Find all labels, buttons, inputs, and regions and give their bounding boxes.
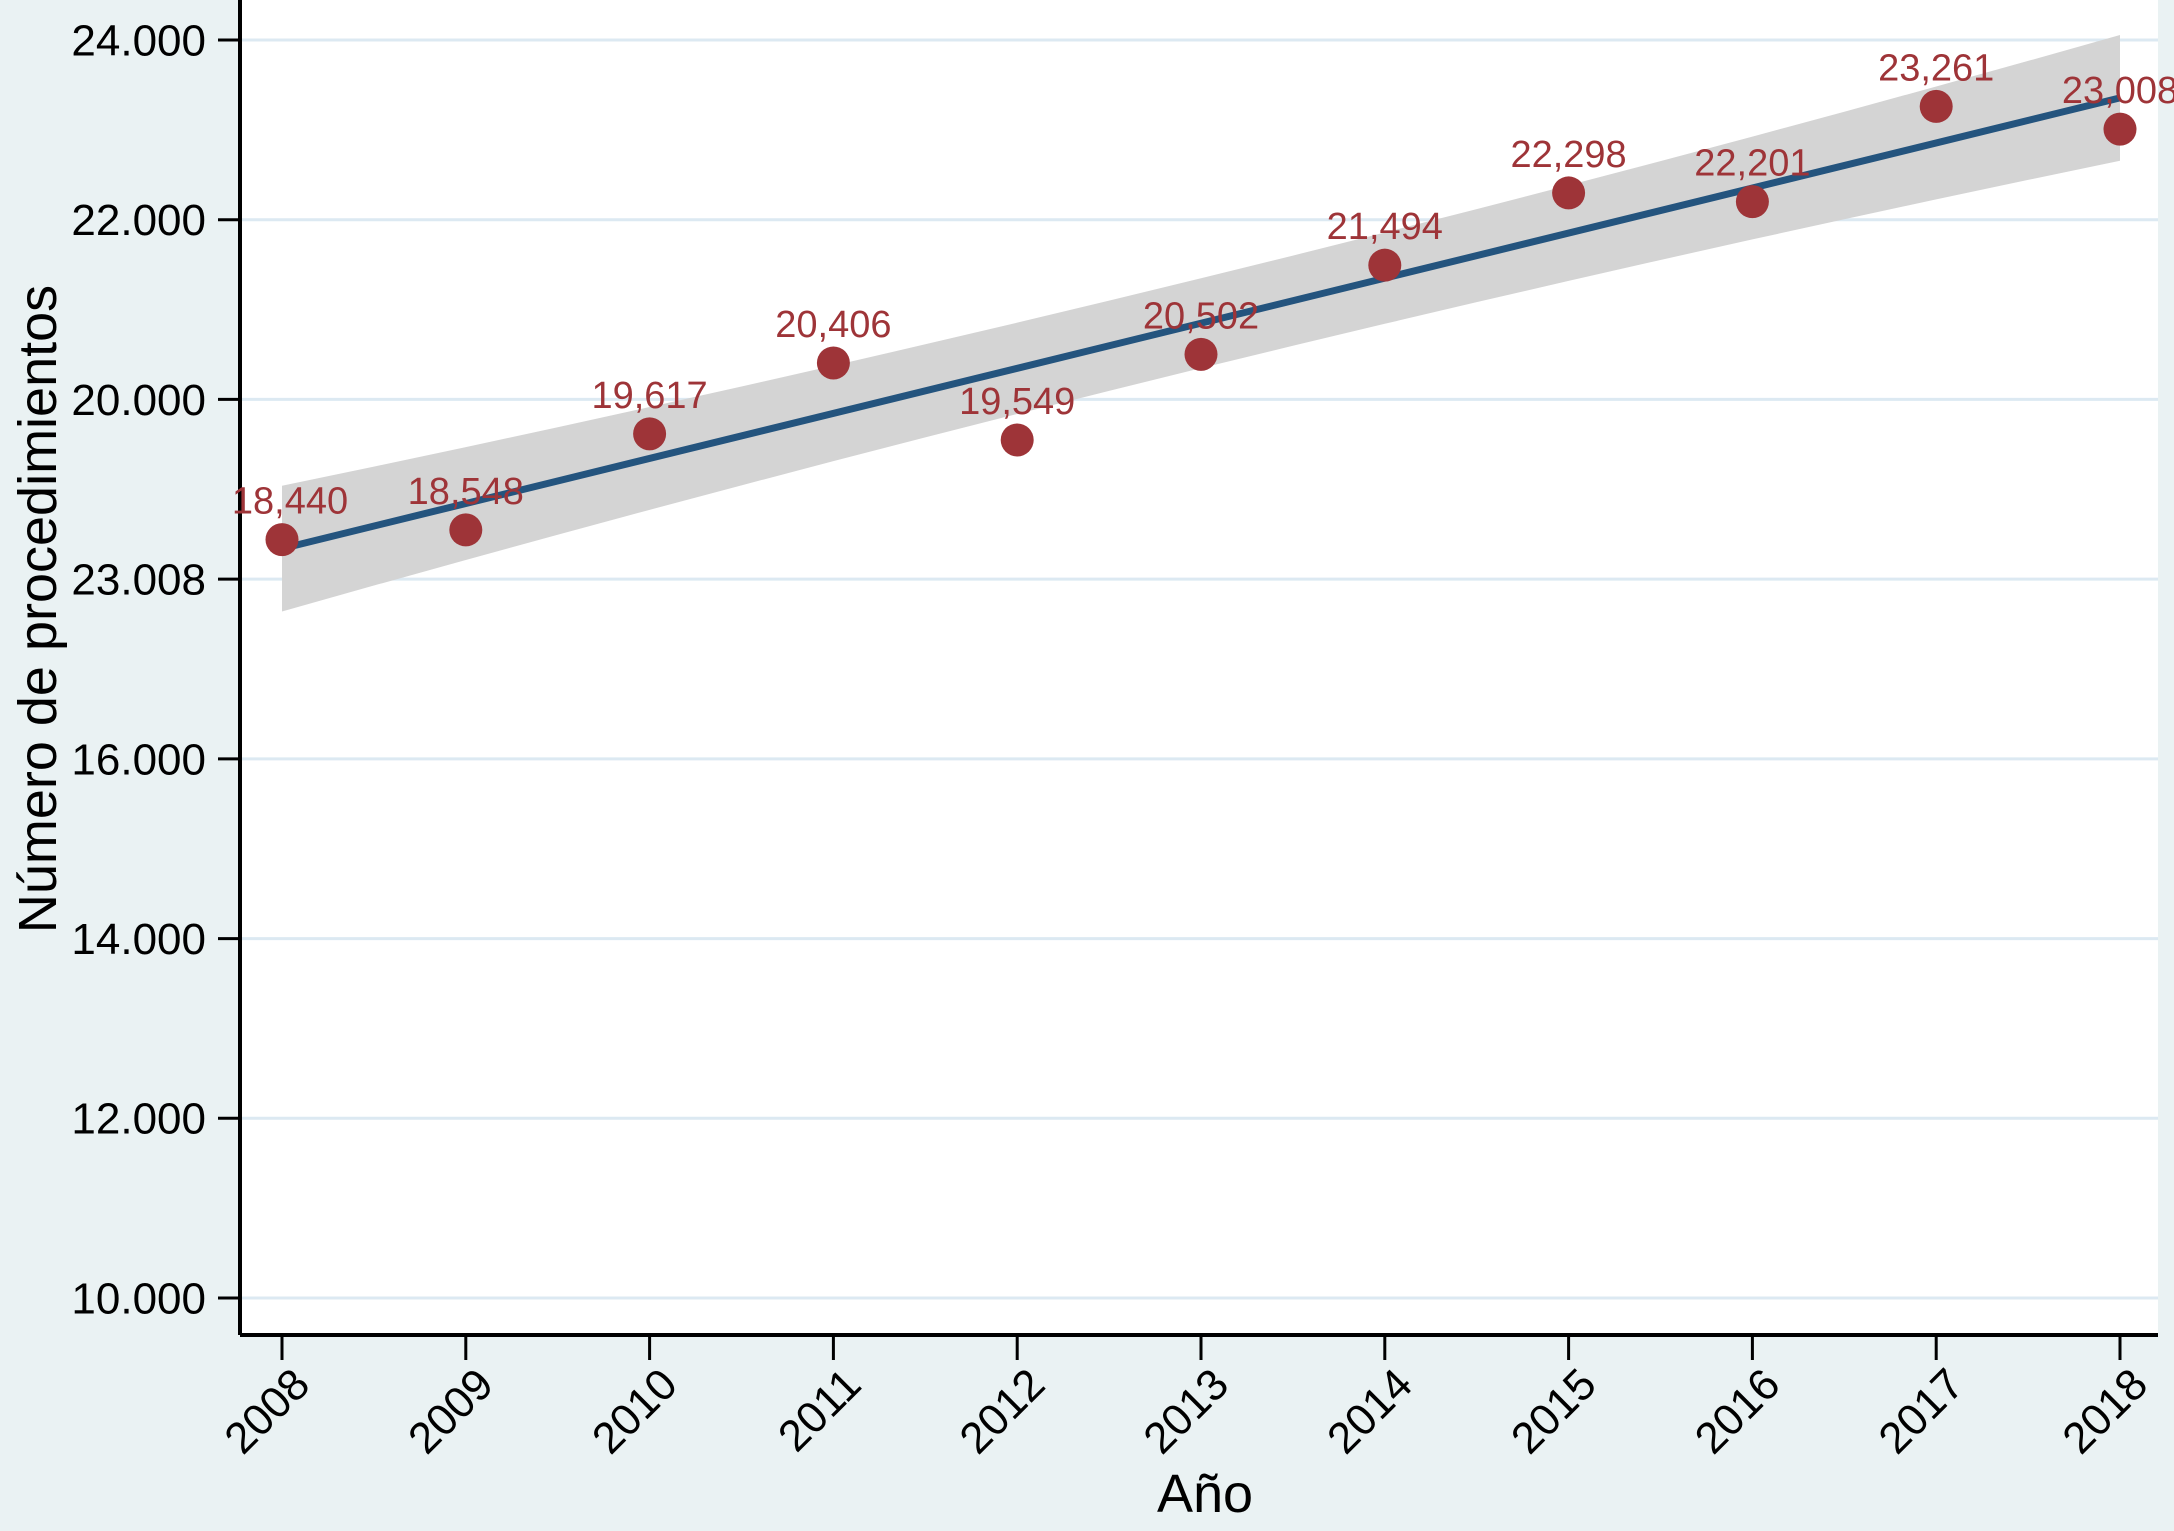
y-axis-title: Número de procedimientos [8, 284, 68, 934]
data-point-2009 [449, 513, 483, 547]
x-tick-label: 2008 [215, 1359, 319, 1463]
y-tick-label: 22.000 [71, 196, 206, 245]
y-tick-label: 16.000 [71, 735, 206, 784]
x-axis-title: Año [1156, 1464, 1254, 1524]
x-tick-label: 2016 [1686, 1359, 1790, 1463]
data-point-2013 [1184, 337, 1218, 371]
x-tick-label: 2015 [1502, 1359, 1606, 1463]
data-point-2011 [816, 346, 850, 380]
plot-area [240, 0, 2158, 1335]
y-tick-label: 10.000 [71, 1274, 206, 1323]
data-point-label-2015: 22,298 [1510, 134, 1626, 176]
y-tick-label: 12.000 [71, 1095, 206, 1144]
data-point-2010 [633, 417, 667, 451]
data-point-2008 [265, 523, 299, 557]
x-tick-label: 2012 [950, 1359, 1054, 1463]
data-point-label-2010: 19,617 [591, 375, 707, 417]
data-point-2018 [2103, 112, 2137, 146]
y-tick-label: 14.000 [71, 915, 206, 964]
data-point-label-2011: 20,406 [775, 304, 891, 346]
data-point-2017 [1919, 89, 1953, 123]
x-tick-label: 2017 [1869, 1359, 1973, 1463]
data-point-label-2018: 23,008 [2062, 70, 2174, 112]
fit-line [281, 94, 2121, 552]
x-tick-label: 2013 [1134, 1359, 1238, 1463]
data-point-label-2017: 23,261 [1878, 47, 1994, 89]
data-point-2014 [1368, 248, 1402, 282]
data-point-label-2016: 22,201 [1694, 143, 1810, 185]
data-point-label-2012: 19,549 [959, 381, 1075, 423]
data-point-2016 [1735, 185, 1769, 219]
data-point-label-2014: 21,494 [1327, 206, 1443, 248]
data-point-label-2009: 18,548 [408, 471, 524, 513]
x-tick-label: 2011 [769, 1359, 871, 1461]
y-tick-label: 20.000 [71, 376, 206, 425]
y-tick-label: 23.008 [71, 556, 206, 605]
x-tick-label: 2018 [2053, 1359, 2157, 1463]
x-tick-label: 2009 [399, 1359, 503, 1463]
x-tick-label: 2014 [1318, 1359, 1422, 1463]
data-point-label-2013: 20,502 [1143, 295, 1259, 337]
data-point-label-2008: 18,440 [232, 481, 348, 523]
y-tick-label: 24.000 [71, 16, 206, 65]
x-tick-label: 2010 [583, 1359, 687, 1463]
data-point-2012 [1000, 423, 1034, 457]
data-point-2015 [1552, 176, 1586, 210]
